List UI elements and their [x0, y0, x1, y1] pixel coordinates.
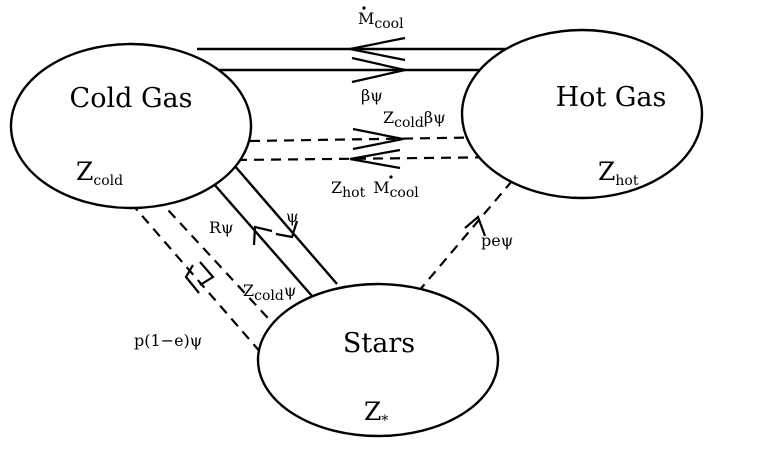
zcold-beta-psi-label: Zcoldβψ: [383, 108, 446, 131]
metal-cooling-line: [237, 157, 515, 160]
cold-gas-label: Cold Gas: [70, 83, 193, 114]
svg-text:Mcool: Mcool: [358, 9, 404, 32]
pe-psi-label: peψ: [481, 231, 513, 250]
stars-label: Stars: [343, 328, 415, 359]
r-psi-label: Rψ: [209, 218, 234, 237]
dot-accent: [362, 6, 365, 9]
ejection-arrow-down: [200, 262, 213, 285]
beta-psi-label: βψ: [361, 86, 383, 105]
p-one-minus-e-psi-label: p(1−e)ψ: [134, 331, 202, 350]
hot-ejection-line: [418, 168, 523, 292]
mdot-cool-top-label: Mcool: [358, 6, 404, 32]
psi-label: ψ: [286, 207, 299, 226]
hot-gas-label: Hot Gas: [556, 82, 667, 113]
recycling-arrow: [254, 227, 272, 245]
zhot-mdot-cool-label: Zhot Mcool: [331, 175, 419, 201]
hot-gas-node: [462, 30, 702, 198]
cold-gas-node: [11, 44, 251, 208]
dot-accent: [389, 175, 392, 178]
